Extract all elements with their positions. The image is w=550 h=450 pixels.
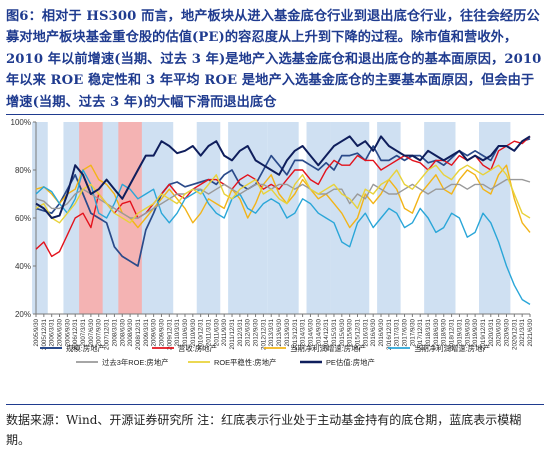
legend-label: PE估值:房地产 xyxy=(326,358,375,367)
x-tick-label: 2014/9/30 xyxy=(315,318,322,346)
x-tick-label: 2010/9/30 xyxy=(190,318,197,346)
series-line xyxy=(35,178,531,219)
x-tick-label: 2009/3/31 xyxy=(143,318,150,346)
blue-band xyxy=(196,122,221,314)
source-divider xyxy=(6,404,544,405)
x-tick-label: 2014/12/31 xyxy=(323,318,330,350)
x-tick-label: 2013/12/31 xyxy=(292,318,299,350)
x-tick-label: 2013/3/31 xyxy=(268,318,275,346)
x-tick-label: 2009/9/30 xyxy=(158,318,165,346)
line-chart: 20%40%60%80%100%2005/9/30 2005/12/31 2006/… xyxy=(11,118,534,367)
x-tick-label: 2019/3/31 xyxy=(456,318,463,346)
x-tick-label: 2007/9/30 xyxy=(96,318,103,346)
x-tick-label: 2007/3/31 xyxy=(80,318,87,346)
x-tick-label: 2019/6/30 xyxy=(464,318,471,346)
x-tick-label: 2011/3/31 xyxy=(206,318,213,346)
y-tick-label: 100% xyxy=(11,118,31,127)
x-tick-label: 2015/9/30 xyxy=(347,318,354,346)
series-line xyxy=(35,135,531,219)
x-tick-label: 2008/3/31 xyxy=(111,318,118,346)
x-tick-label: 2011/12/31 xyxy=(229,318,236,349)
x-tick-label: 2008/12/31 xyxy=(135,318,142,350)
x-tick-label: 2011/6/30 xyxy=(213,318,220,346)
x-tick-label: 2005/12/31 xyxy=(41,318,48,350)
x-tick-label: 2006/3/31 xyxy=(49,318,56,346)
x-tick-label: 2010/12/31 xyxy=(198,318,205,350)
x-tick-label: 2012/12/31 xyxy=(260,318,267,350)
legend-label: ROE平稳性:房地产 xyxy=(214,358,276,367)
x-tick-label: 2016/6/30 xyxy=(370,318,377,346)
x-tick-label: 2006/6/30 xyxy=(57,318,64,346)
x-tick-label: 2006/12/31 xyxy=(72,318,79,350)
x-tick-label: 2020/6/30 xyxy=(496,318,503,346)
x-tick-label: 2020/3/31 xyxy=(488,318,495,346)
axes-layer: 20%40%60%80%100%2005/9/30 2005/12/31 2006/… xyxy=(11,118,534,350)
x-tick-label: 2016/12/31 xyxy=(386,318,393,350)
series-line xyxy=(35,137,531,267)
blue-band xyxy=(306,122,331,314)
x-tick-label: 2008/6/30 xyxy=(119,318,126,346)
x-tick-label: 2012/3/31 xyxy=(237,318,244,346)
x-tick-label: 2009/6/30 xyxy=(151,318,158,346)
x-tick-label: 2010/3/31 xyxy=(174,318,181,346)
x-tick-label: 2017/3/31 xyxy=(394,318,401,346)
band-layer xyxy=(32,122,511,314)
y-tick-label: 60% xyxy=(15,214,31,223)
x-tick-label: 2015/6/30 xyxy=(339,318,346,346)
x-tick-label: 2018/12/31 xyxy=(449,318,456,350)
x-tick-label: 2014/6/30 xyxy=(307,318,314,346)
legend: 规模:房地产 营收:房地产 当期净利润增速:房地产 当期净利润增速:房地产过去3年RO… xyxy=(40,344,490,367)
x-tick-label: 2014/3/31 xyxy=(300,318,307,346)
x-tick-label: 2017/6/30 xyxy=(402,318,409,346)
y-tick-label: 80% xyxy=(15,166,31,175)
x-tick-label: 2008/9/30 xyxy=(127,318,134,346)
source-note: 数据来源：Wind、开源证券研究所 注：红底表示行业处于主动基金持有的底仓期，蓝… xyxy=(6,413,522,447)
x-tick-label: 2020/9/30 xyxy=(503,318,510,346)
x-tick-label: 2015/12/31 xyxy=(354,318,361,350)
blue-band xyxy=(424,122,456,314)
x-tick-label: 2016/9/30 xyxy=(378,318,385,346)
x-tick-label: 2009/12/31 xyxy=(166,318,173,350)
figure-caption: 图6：相对于 HS300 而言，地产板块从进入基金底仓行业到退出底仓行业，往往会… xyxy=(6,9,542,110)
x-tick-label: 2019/12/31 xyxy=(480,318,487,350)
x-tick-label: 2017/12/31 xyxy=(417,318,424,350)
legend-label: 当期净利润增速:房地产 xyxy=(414,344,490,353)
x-tick-label: 2012/6/30 xyxy=(245,318,252,346)
x-tick-label: 2016/3/31 xyxy=(362,318,369,346)
x-tick-label: 2010/6/30 xyxy=(182,318,189,346)
x-tick-label: 2018/6/30 xyxy=(433,318,440,346)
legend-label: 当期净利润增速:房地产 xyxy=(290,344,366,353)
x-tick-label: 2011/9/30 xyxy=(221,318,228,346)
x-tick-label: 2012/9/30 xyxy=(253,318,260,346)
blue-band xyxy=(330,122,370,314)
x-tick-label: 2007/12/31 xyxy=(104,318,111,350)
x-tick-label: 2021/3/31 xyxy=(519,318,526,346)
series-layer xyxy=(35,135,531,305)
x-tick-label: 2015/3/31 xyxy=(331,318,338,346)
blue-band xyxy=(141,122,174,314)
series-line xyxy=(35,164,531,233)
x-tick-label: 2018/3/31 xyxy=(425,318,432,346)
legend-label: 营收:房地产 xyxy=(178,344,217,353)
x-tick-label: 2007/6/30 xyxy=(88,318,95,346)
series-line xyxy=(35,164,531,224)
x-tick-label: 2017/9/30 xyxy=(409,318,416,346)
x-tick-label: 2013/6/30 xyxy=(276,318,283,346)
y-tick-label: 40% xyxy=(15,262,31,271)
x-tick-label: 2006/9/30 xyxy=(64,318,71,346)
blue-band xyxy=(377,122,401,314)
x-tick-label: 2013/9/30 xyxy=(284,318,291,346)
y-tick-label: 20% xyxy=(15,310,31,319)
caption-divider xyxy=(6,114,544,115)
x-tick-label: 2018/9/30 xyxy=(441,318,448,346)
x-tick-label: 2005/9/30 xyxy=(33,318,40,346)
x-tick-label: 2019/9/30 xyxy=(472,318,479,346)
legend-label: 规模:房地产 xyxy=(66,344,105,353)
x-tick-label: 2020/12/31 xyxy=(511,318,518,350)
legend-label: 过去3年ROE:房地产 xyxy=(102,358,169,367)
x-tick-label: 2021/6/30 xyxy=(527,318,534,346)
